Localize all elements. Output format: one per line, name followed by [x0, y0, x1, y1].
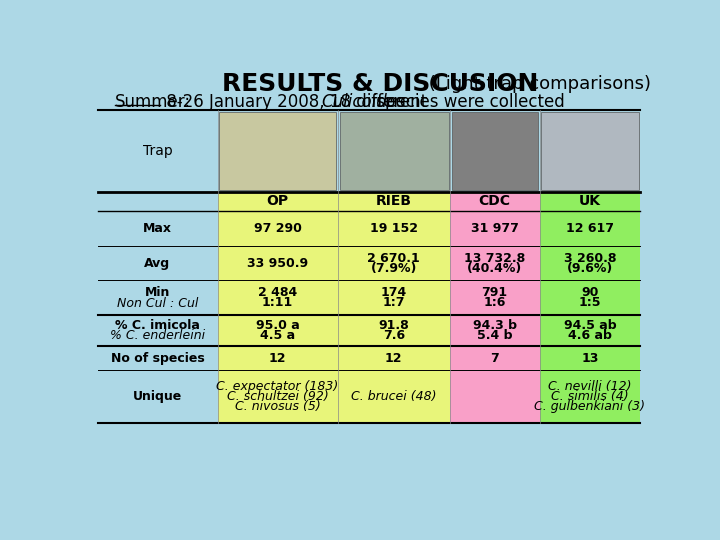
Text: 1:7: 1:7: [382, 296, 405, 309]
Text: CDC: CDC: [479, 194, 510, 208]
Text: 19 152: 19 152: [370, 222, 418, 235]
Text: 8-26 January 2008, 18 different: 8-26 January 2008, 18 different: [161, 93, 433, 111]
Text: (9.6%): (9.6%): [567, 261, 613, 274]
Text: OP: OP: [266, 194, 289, 208]
Text: Max: Max: [143, 222, 172, 235]
Text: (40.4%): (40.4%): [467, 261, 522, 274]
Bar: [451, 211, 539, 246]
Text: 91.8: 91.8: [379, 319, 409, 332]
Text: 7: 7: [490, 352, 499, 365]
Text: 2 484: 2 484: [258, 286, 297, 299]
Text: 174: 174: [381, 286, 407, 299]
Bar: [539, 211, 640, 246]
Text: 4.5 a: 4.5 a: [260, 329, 295, 342]
Bar: [451, 370, 539, 423]
Text: 1:6: 1:6: [483, 296, 505, 309]
Text: 90: 90: [581, 286, 598, 299]
Text: 7.6: 7.6: [383, 329, 405, 342]
Bar: [539, 246, 640, 280]
Text: Non Cul : Cul: Non Cul : Cul: [117, 296, 198, 309]
Bar: [539, 346, 640, 370]
Bar: [452, 112, 538, 190]
Text: 31 977: 31 977: [471, 222, 518, 235]
Text: RESULTS & DISCUSION: RESULTS & DISCUSION: [222, 72, 538, 96]
Text: Min: Min: [145, 286, 170, 299]
Text: Avg: Avg: [145, 256, 171, 269]
Bar: [451, 246, 539, 280]
Bar: [451, 192, 539, 211]
Bar: [218, 370, 338, 423]
Text: % C. enderleini: % C. enderleini: [110, 329, 205, 342]
Bar: [338, 346, 451, 370]
Text: (Light trap comparisons): (Light trap comparisons): [423, 75, 652, 93]
Bar: [218, 211, 338, 246]
Bar: [539, 280, 640, 315]
Text: 1:11: 1:11: [262, 296, 293, 309]
Text: C. schultzei (92): C. schultzei (92): [227, 390, 328, 403]
Bar: [218, 346, 338, 370]
Bar: [541, 112, 639, 190]
Text: RIEB: RIEB: [376, 194, 412, 208]
Text: UK: UK: [579, 194, 601, 208]
Text: 791: 791: [482, 286, 508, 299]
Bar: [338, 315, 451, 346]
Text: 97 290: 97 290: [253, 222, 302, 235]
Text: C. nevilli (12): C. nevilli (12): [548, 380, 631, 393]
Text: 12 617: 12 617: [566, 222, 614, 235]
Text: 5.4 b: 5.4 b: [477, 329, 513, 342]
Text: 1:5: 1:5: [579, 296, 601, 309]
Text: 95.0 a: 95.0 a: [256, 319, 300, 332]
Text: C. similis (4): C. similis (4): [551, 390, 629, 403]
Text: 2 670.1: 2 670.1: [367, 252, 420, 265]
Bar: [218, 192, 338, 211]
Bar: [338, 246, 451, 280]
Text: 4.6 ab: 4.6 ab: [568, 329, 612, 342]
Bar: [218, 315, 338, 346]
Bar: [338, 211, 451, 246]
Text: C. nivosus (5): C. nivosus (5): [235, 400, 320, 413]
Bar: [539, 192, 640, 211]
Text: 94.3 b: 94.3 b: [472, 319, 516, 332]
Text: species were collected: species were collected: [371, 93, 564, 111]
Text: 12: 12: [385, 352, 402, 365]
Text: Culicoides: Culicoides: [321, 93, 405, 111]
Bar: [340, 112, 449, 190]
Text: 33 950.9: 33 950.9: [247, 256, 308, 269]
Bar: [218, 246, 338, 280]
Bar: [338, 280, 451, 315]
Text: No of species: No of species: [111, 352, 204, 365]
Bar: [218, 280, 338, 315]
Bar: [539, 315, 640, 346]
Bar: [451, 346, 539, 370]
Bar: [220, 112, 336, 190]
Text: % C. imicola: % C. imicola: [115, 319, 200, 332]
Bar: [451, 280, 539, 315]
Text: 13: 13: [581, 352, 598, 365]
Text: 3 260.8: 3 260.8: [564, 252, 616, 265]
Text: C. gulbenkiani (3): C. gulbenkiani (3): [534, 400, 645, 413]
Bar: [451, 315, 539, 346]
Text: Unique: Unique: [132, 390, 182, 403]
Text: Trap: Trap: [143, 144, 172, 158]
Text: C. expectator (183): C. expectator (183): [217, 380, 338, 393]
Text: 12: 12: [269, 352, 287, 365]
Bar: [338, 192, 451, 211]
Text: 13 732.8: 13 732.8: [464, 252, 525, 265]
Text: C. brucei (48): C. brucei (48): [351, 390, 436, 403]
Text: 94.5 ab: 94.5 ab: [564, 319, 616, 332]
Text: (7.9%): (7.9%): [371, 261, 417, 274]
Bar: [539, 370, 640, 423]
Text: Summer:: Summer:: [114, 93, 191, 111]
Bar: [338, 370, 451, 423]
